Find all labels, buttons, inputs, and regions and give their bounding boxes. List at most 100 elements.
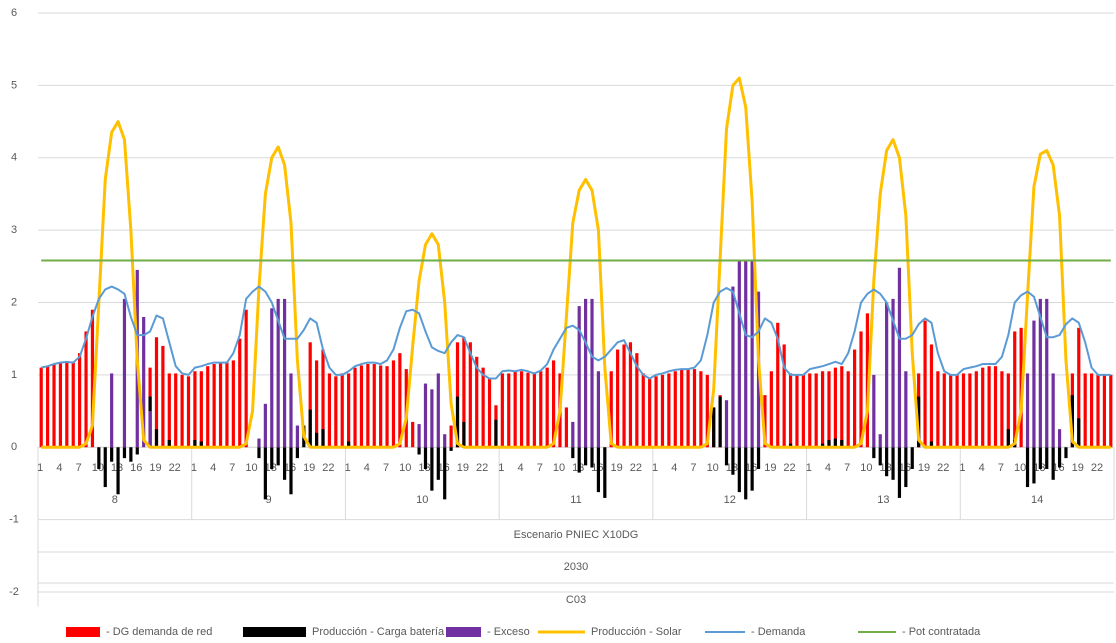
bar [833,438,837,448]
x-outer-label: 2030 [564,561,588,573]
bar [635,353,639,448]
x-tick-label: 4 [979,462,985,474]
bar [468,342,472,448]
bar [616,349,620,448]
bar [231,360,235,448]
bar [154,337,159,448]
bar [315,360,319,448]
x-tick-label: 22 [783,462,795,474]
bar [718,396,722,448]
bar [199,441,203,448]
x-tick-label: 7 [229,462,235,474]
x-tick-label: 1 [191,462,197,474]
x-tick-label: 10 [1014,462,1026,474]
bar [955,374,959,448]
bar [1025,447,1030,488]
y-tick-label: 6 [11,7,17,19]
bar [801,374,805,448]
bar [1013,331,1017,448]
bar [430,389,434,448]
bar [1089,373,1094,448]
bar [987,366,991,448]
bar [1006,429,1010,448]
bar [577,447,581,473]
bar [1057,447,1062,468]
x-tick-label: 1 [652,462,658,474]
bar [366,364,370,448]
bar [865,313,870,448]
bar [308,342,312,448]
bar [513,371,517,448]
x-tick-label: 1 [806,462,812,474]
legend-swatch [66,627,100,637]
x-tick-label: 4 [671,462,677,474]
bar [206,366,210,448]
bar [289,447,293,495]
bar [449,447,453,451]
x-tick-label: 10 [245,462,257,474]
bar [814,373,818,448]
bar [257,438,261,448]
bar [724,400,729,448]
bar [282,447,287,480]
bar [526,372,530,448]
y-tick-label: 0 [11,441,17,453]
bar [1096,374,1100,448]
bar [795,374,799,448]
bar [65,361,69,448]
bar [577,306,581,448]
bar [289,373,293,448]
bar [154,429,159,448]
bar [1057,429,1062,448]
bar [827,371,831,448]
x-tick-label: 7 [844,462,850,474]
bar [455,396,460,448]
bar [321,349,325,448]
bar [981,367,985,448]
bar [1051,373,1055,448]
bar [423,447,428,469]
bar [391,360,396,448]
bar [763,395,767,448]
bar [334,376,338,448]
bar [321,429,325,448]
bar [161,345,165,448]
bar [904,371,908,448]
bar [46,366,50,448]
bar [949,374,953,448]
line [40,285,1111,380]
bar [897,447,902,498]
bar [411,421,415,448]
y-tick-label: 3 [11,224,17,236]
y-tick-label: 2 [11,296,17,308]
bar [353,367,357,448]
x-group-label: 10 [416,494,428,506]
bar [1045,447,1049,469]
bar [507,373,511,448]
bar [846,371,850,448]
bar [1045,298,1049,448]
bar [584,447,588,466]
bar [449,425,453,448]
bar [929,344,934,448]
x-tick-label: 22 [169,462,181,474]
x-tick-label: 7 [998,462,1004,474]
bar [372,364,376,448]
x-tick-label: 1 [959,462,965,474]
bar [705,374,709,448]
bar [654,376,658,448]
legend-label: - Pot contratada [902,626,981,638]
bar [385,366,389,448]
bar [500,373,504,448]
bar [571,421,575,448]
bar [596,371,601,448]
bar [551,360,556,448]
bar [1038,298,1042,448]
bar [199,371,203,448]
legend-swatch [243,627,306,637]
bar [673,371,677,448]
x-group-label: 12 [724,494,736,506]
bar [699,371,703,448]
bar [186,376,191,448]
